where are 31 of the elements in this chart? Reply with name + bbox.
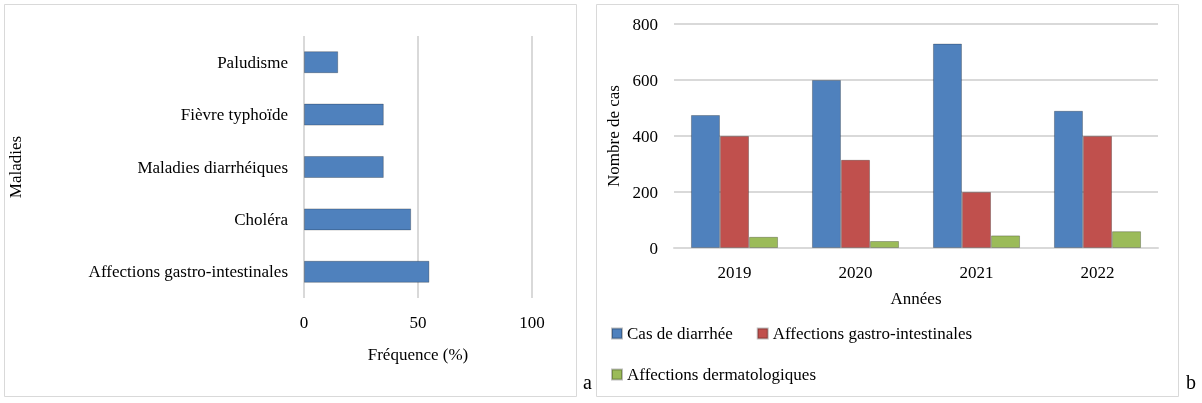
x-tick-label: 100 (519, 313, 545, 332)
text: a (583, 371, 593, 393)
y-tick-label: 400 (632, 126, 658, 146)
bar (304, 156, 384, 178)
y-tick-label: Paludisme (217, 52, 288, 72)
x-tick-label: 0 (299, 313, 309, 332)
y-tick-label: Affections gastro-intestinales (88, 262, 288, 282)
y-tick-label: 600 (632, 70, 658, 90)
x-tick-label: 2020 (838, 263, 873, 282)
bar (304, 103, 384, 126)
y-tick-label: Fièvre typhoïde (180, 105, 288, 125)
bar (304, 260, 430, 283)
x-axis-title: Années (890, 289, 942, 308)
bar (304, 208, 412, 231)
y-tick-label: 800 (632, 14, 658, 34)
y-tick-label: Maladies diarrhéiques (137, 157, 288, 177)
y-tick-label: Choléra (234, 209, 289, 229)
x-tick-label: 2021 (959, 263, 994, 282)
x-tick-label: 2019 (717, 263, 752, 282)
x-tick-label: 2022 (1080, 263, 1115, 282)
y-axis-title: Maladies (6, 135, 25, 199)
y-tick-label: 0 (649, 238, 658, 258)
legend-label: Cas de diarrhée (627, 324, 733, 343)
legend-label: Affections gastro-intestinales (772, 324, 973, 343)
x-tick-label: 50 (409, 313, 427, 332)
bar (304, 51, 339, 74)
x-axis-title: Fréquence (%) (367, 345, 469, 364)
y-axis-title: Nombre de cas (603, 85, 623, 187)
legend-label: Affections dermatologiques (627, 365, 817, 384)
text: b (1186, 371, 1196, 393)
y-tick-label: 200 (632, 182, 658, 202)
